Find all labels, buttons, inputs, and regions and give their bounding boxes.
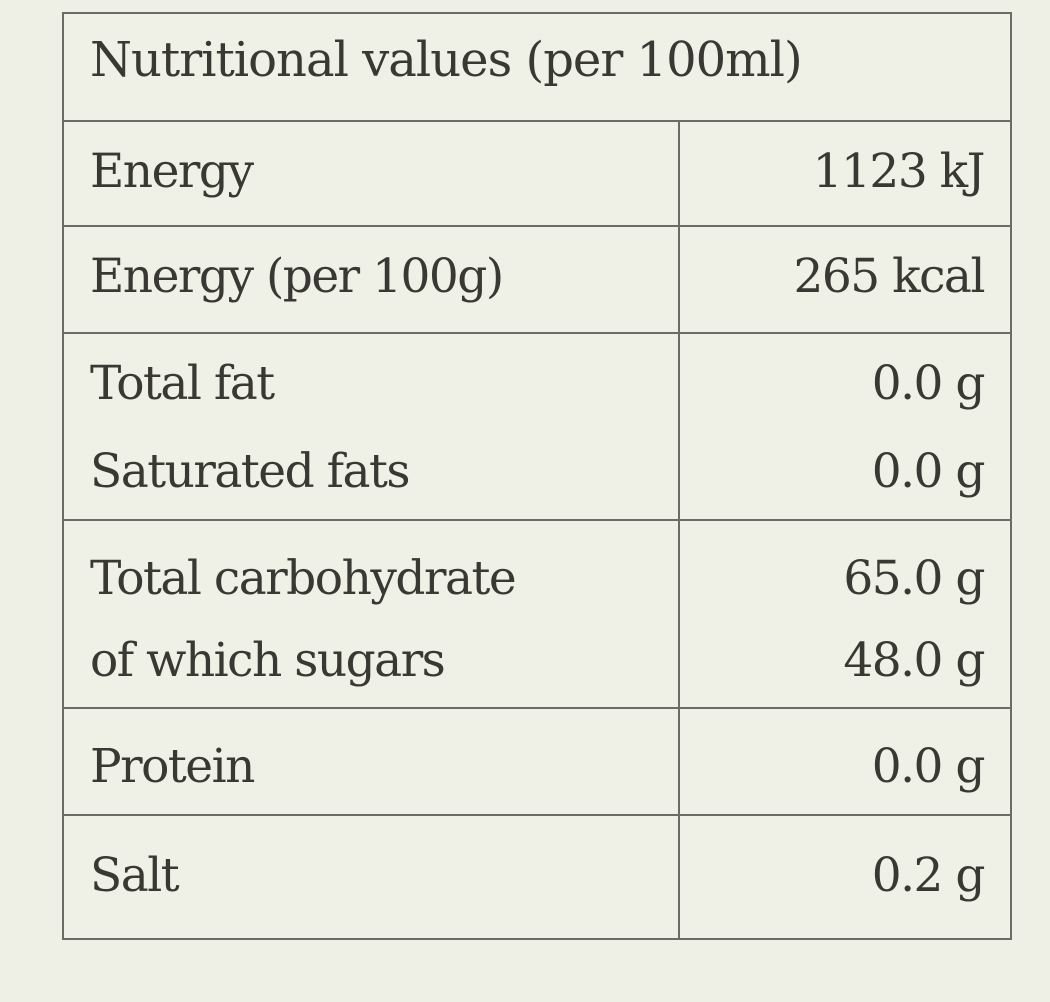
nutrient-value: 65.0 g (843, 551, 985, 606)
nutrient-value: 1123 kJ (812, 144, 986, 199)
nutrient-subvalue: 48.0 g (843, 633, 985, 688)
table-row-protein: Protein 0.0 g (64, 709, 1010, 816)
nutrient-value: 0.0 g (871, 739, 986, 794)
table-row-energy-kcal: Energy (per 100g) 265 kcal (64, 227, 1010, 334)
nutrient-value: 0.0 g (871, 356, 986, 411)
table-title: Nutritional values (per 100ml) (90, 32, 803, 88)
nutrient-name: Total fat (90, 356, 275, 411)
table-row-salt: Salt 0.2 g (64, 816, 1010, 938)
table-row-energy-kj: Energy 1123 kJ (64, 122, 1010, 227)
nutrient-name: Salt (90, 848, 180, 903)
nutrient-name: Energy (per 100g) (90, 249, 504, 304)
nutrient-value: 0.2 g (871, 848, 986, 903)
nutrient-subname: Saturated fats (90, 444, 411, 499)
nutrient-name: Energy (90, 144, 254, 199)
table-header-row: Nutritional values (per 100ml) (64, 14, 1010, 122)
nutrient-name: Protein (90, 739, 255, 794)
column-divider (678, 122, 680, 938)
nutrient-value: 265 kcal (793, 249, 985, 304)
nutrient-subvalue: 0.0 g (871, 444, 986, 499)
nutrient-name: Total carbohydrate (90, 551, 517, 606)
nutrition-table: Nutritional values (per 100ml) Energy 11… (62, 12, 1012, 940)
table-row-carbohydrate: Total carbohydrate 65.0 g of which sugar… (64, 521, 1010, 709)
nutrient-subname: of which sugars (90, 633, 446, 688)
table-row-fat: Total fat 0.0 g Saturated fats 0.0 g (64, 334, 1010, 521)
